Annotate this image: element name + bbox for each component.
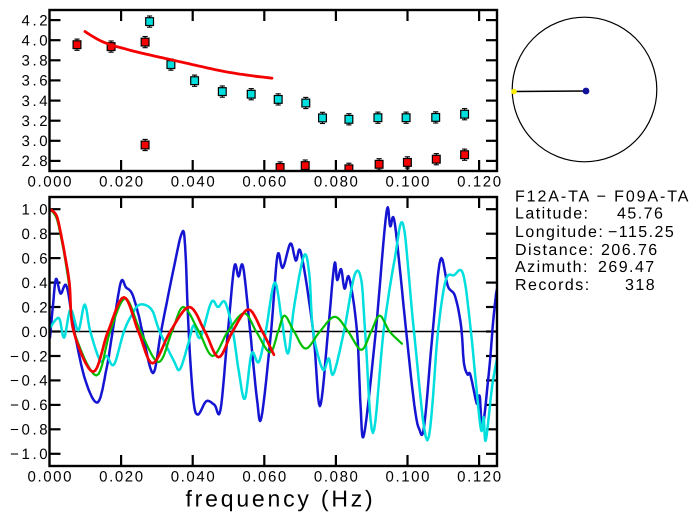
svg-text:3.8: 3.8	[22, 53, 51, 70]
svg-text:269.47: 269.47	[598, 259, 656, 276]
svg-text:−0.8: −0.8	[10, 422, 50, 439]
svg-text:0.040: 0.040	[171, 469, 217, 486]
svg-text:Distance:: Distance:	[515, 242, 595, 259]
svg-text:318: 318	[625, 277, 656, 294]
svg-text:Azimuth:: Azimuth:	[515, 259, 589, 276]
svg-text:0.040: 0.040	[171, 174, 217, 191]
svg-text:0.100: 0.100	[386, 174, 432, 191]
svg-text:−0.6: −0.6	[10, 397, 50, 414]
svg-text:−1.0: −1.0	[10, 446, 50, 463]
svg-text:0.080: 0.080	[314, 469, 360, 486]
svg-text:2.8: 2.8	[22, 153, 51, 170]
svg-text:0.2: 0.2	[22, 299, 51, 316]
svg-text:0.060: 0.060	[242, 174, 288, 191]
svg-text:3.6: 3.6	[22, 73, 51, 90]
svg-text:3.2: 3.2	[22, 113, 51, 130]
svg-text:0.120: 0.120	[457, 469, 503, 486]
svg-text:3.0: 3.0	[22, 133, 51, 150]
svg-text:0.020: 0.020	[99, 174, 145, 191]
svg-text:3.4: 3.4	[22, 93, 51, 110]
svg-text:0.100: 0.100	[386, 469, 432, 486]
svg-text:1.0: 1.0	[22, 202, 51, 219]
svg-text:0.120: 0.120	[457, 174, 503, 191]
svg-text:frequency (Hz): frequency (Hz)	[185, 486, 375, 512]
svg-text:0.0: 0.0	[22, 324, 51, 341]
svg-text:−0.4: −0.4	[10, 373, 50, 390]
svg-text:0.080: 0.080	[314, 174, 360, 191]
svg-text:−115.25: −115.25	[608, 224, 675, 241]
svg-text:F12A-TA − F09A-TA: F12A-TA − F09A-TA	[515, 189, 690, 206]
svg-text:Records:: Records:	[515, 277, 591, 294]
svg-text:0.8: 0.8	[22, 226, 51, 243]
svg-text:0.020: 0.020	[99, 469, 145, 486]
svg-text:0.4: 0.4	[22, 275, 51, 292]
svg-text:0.060: 0.060	[242, 469, 288, 486]
svg-text:0.000: 0.000	[28, 469, 74, 486]
svg-text:−0.2: −0.2	[10, 348, 50, 365]
svg-text:4.0: 4.0	[22, 33, 51, 50]
svg-text:206.76: 206.76	[601, 242, 659, 259]
svg-text:Latitude:: Latitude:	[515, 206, 589, 223]
svg-text:45.76: 45.76	[617, 206, 664, 223]
svg-text:Longitude:: Longitude:	[515, 224, 604, 241]
svg-text:4.2: 4.2	[22, 12, 51, 29]
svg-text:0.6: 0.6	[22, 250, 51, 267]
svg-text:0.000: 0.000	[28, 174, 74, 191]
